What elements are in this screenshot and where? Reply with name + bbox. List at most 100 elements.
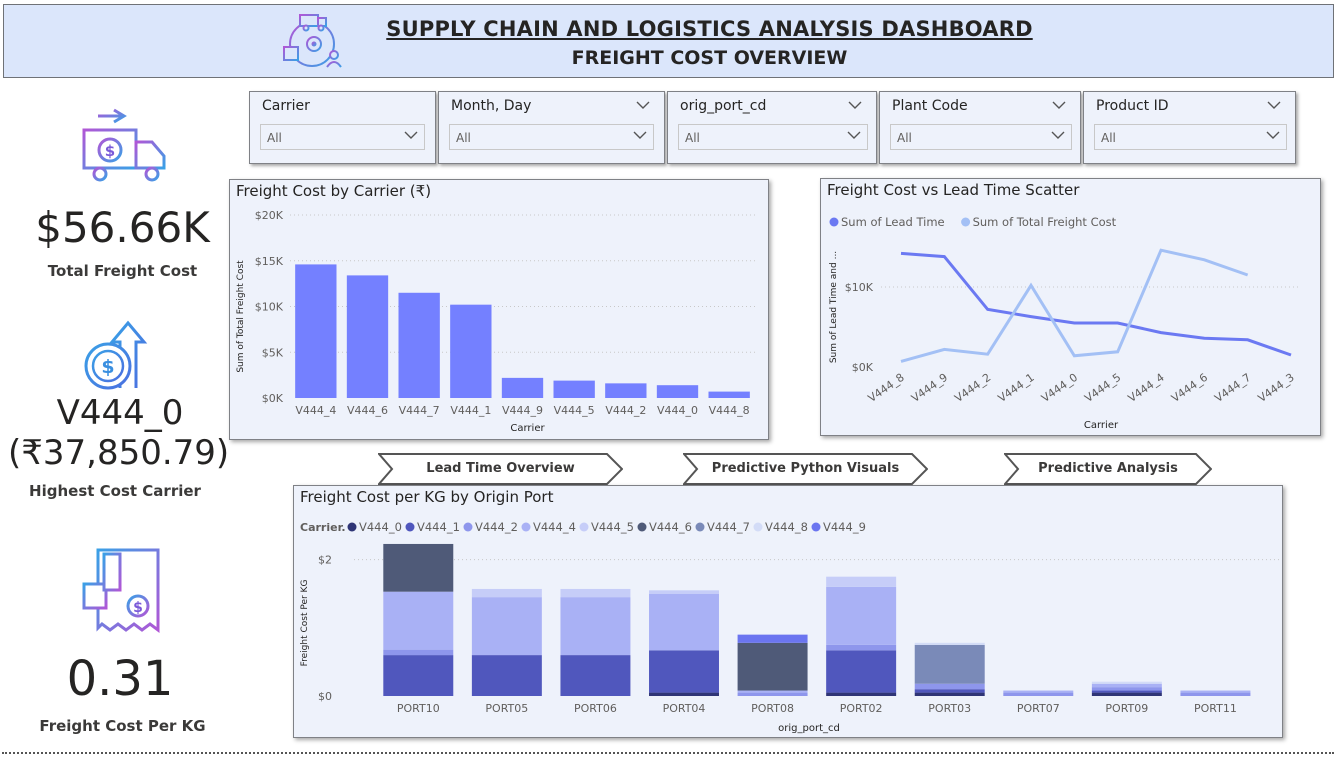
slicer-carrier[interactable]: Carrier All (249, 91, 436, 164)
slicer-orig-port-dropdown[interactable]: All (678, 124, 868, 150)
legend-marker (637, 522, 647, 532)
stacked-bar-segment (737, 642, 808, 691)
stacked-bar-segment (1091, 687, 1162, 691)
legend-label: V444_7 (707, 520, 750, 534)
y-axis-title: Freight Cost Per KG (300, 580, 310, 667)
legend-title: Carrier. (300, 521, 346, 534)
chevron-down-icon (633, 131, 647, 139)
slicer-plant-code[interactable]: Plant Code All (879, 91, 1081, 164)
x-tick-label: PORT11 (1194, 702, 1237, 715)
legend-label: V444_2 (475, 520, 518, 534)
x-tick-label: V444_4 (1126, 371, 1167, 405)
x-tick-label: V444_7 (399, 404, 440, 417)
x-axis-title: Carrier (510, 423, 545, 434)
chart-title: Freight Cost per KG by Origin Port (300, 488, 554, 506)
series-line (900, 248, 1249, 363)
x-tick-label: PORT04 (663, 702, 706, 715)
nav-arrow-shape (1004, 453, 1212, 485)
slicer-carrier-value: All (267, 131, 282, 145)
predictive-python-visuals-button[interactable]: Predictive Python Visuals (683, 453, 928, 485)
slicer-carrier-title: Carrier (262, 98, 310, 114)
y-tick-label: $15K (255, 255, 284, 268)
x-tick-label: PORT05 (485, 702, 528, 715)
page-divider (2, 752, 1334, 754)
x-tick-label: V444_0 (1039, 371, 1080, 405)
stacked-bar-segment (560, 597, 631, 656)
chevron-down-icon[interactable] (1267, 98, 1281, 112)
stacked-bar-segment (649, 650, 719, 693)
chevron-down-icon[interactable] (636, 98, 650, 112)
slicer-orig-port-value: All (685, 131, 700, 145)
y-tick-label: $2 (318, 554, 332, 567)
chevron-down-icon (847, 131, 861, 139)
y-tick-label: $0 (318, 690, 332, 703)
y-tick-label: $0K (852, 361, 874, 374)
stacked-bar-segment (560, 588, 631, 598)
total-freight-cost-label: Total Freight Cost (47, 262, 198, 280)
legend-label: V444_6 (649, 520, 692, 534)
stacked-bar-segment (737, 692, 808, 696)
y-tick-label: $10K (845, 281, 874, 294)
stacked-bar-segment (560, 655, 631, 696)
slicer-month-day-dropdown[interactable]: All (449, 124, 654, 150)
slicer-product-id-dropdown[interactable]: All (1094, 124, 1287, 150)
legend-marker (695, 522, 705, 532)
legend-marker (811, 522, 821, 532)
legend-marker (829, 217, 839, 227)
stacked-bar-segment (471, 655, 542, 696)
stacked-bar-segment (914, 692, 985, 696)
stacked-bar-segment (1003, 690, 1074, 693)
slicer-orig-port[interactable]: orig_port_cd All (667, 91, 877, 164)
stacked-bar-segment (914, 644, 985, 684)
legend-label: V444_4 (533, 520, 576, 534)
total-freight-cost-value: $56.66K (35, 203, 210, 252)
stacked-bar-segment (1091, 683, 1162, 688)
x-tick-label: V444_7 (1212, 371, 1253, 405)
stacked-bar-segment (826, 644, 897, 651)
stacked-bar-segment (649, 692, 719, 696)
x-tick-label: PORT03 (928, 702, 971, 715)
stacked-bar-segment (914, 642, 985, 645)
legend-marker (405, 522, 415, 532)
nav-arrow-shape (683, 453, 928, 485)
chevron-down-icon[interactable] (848, 98, 862, 112)
x-tick-label: PORT09 (1105, 702, 1148, 715)
x-tick-label: V444_1 (996, 371, 1037, 405)
stacked-bar-segment (914, 683, 985, 690)
stacked-bar-segment (383, 655, 454, 696)
chevron-down-icon[interactable] (1052, 98, 1066, 112)
freight-cost-by-carrier-chart[interactable]: Freight Cost by Carrier (₹) $0K $5K $10K $1… (229, 179, 769, 440)
slicer-month-day[interactable]: Month, Day All (438, 91, 665, 164)
x-tick-label: PORT02 (840, 702, 883, 715)
dashboard-header: SUPPLY CHAIN AND LOGISTICS ANALYSIS DASH… (3, 4, 1334, 78)
stacked-bar-segment (826, 586, 897, 645)
predictive-analysis-button[interactable]: Predictive Analysis (1004, 453, 1212, 485)
x-tick-label: V444_5 (554, 404, 595, 417)
slicer-product-id[interactable]: Product ID All (1083, 91, 1296, 164)
freight-cost-per-kg-chart[interactable]: Freight Cost per KG by Origin Port Carri… (293, 485, 1283, 738)
stacked-bar-segment (1091, 692, 1162, 696)
chevron-down-icon (1051, 131, 1065, 139)
slicer-carrier-dropdown[interactable]: All (260, 124, 425, 150)
x-axis-title: Carrier (1084, 420, 1119, 431)
bar (295, 264, 337, 398)
receipt-package-icon: $ (82, 548, 160, 633)
bar (346, 275, 389, 398)
predictive-analysis-label: Predictive Analysis (1038, 461, 1178, 476)
x-tick-label: V444_0 (657, 404, 698, 417)
svg-text:$: $ (101, 356, 114, 378)
y-tick-label: $20K (255, 209, 284, 222)
highest-carrier-label: Highest Cost Carrier (29, 482, 201, 500)
legend-marker (961, 217, 971, 227)
legend-label: V444_5 (591, 520, 634, 534)
x-tick-label: V444_5 (1082, 371, 1123, 405)
bar (605, 383, 647, 398)
x-tick-label: V444_8 (866, 371, 907, 405)
stacked-bar-segment (1091, 690, 1162, 693)
slicer-plant-code-dropdown[interactable]: All (890, 124, 1072, 150)
bar (553, 380, 595, 398)
x-tick-label: PORT06 (574, 702, 617, 715)
x-tick-label: V444_2 (605, 404, 646, 417)
freight-vs-leadtime-chart[interactable]: Freight Cost vs Lead Time Scatter Sum of… (820, 178, 1321, 436)
lead-time-overview-button[interactable]: Lead Time Overview (378, 453, 623, 485)
